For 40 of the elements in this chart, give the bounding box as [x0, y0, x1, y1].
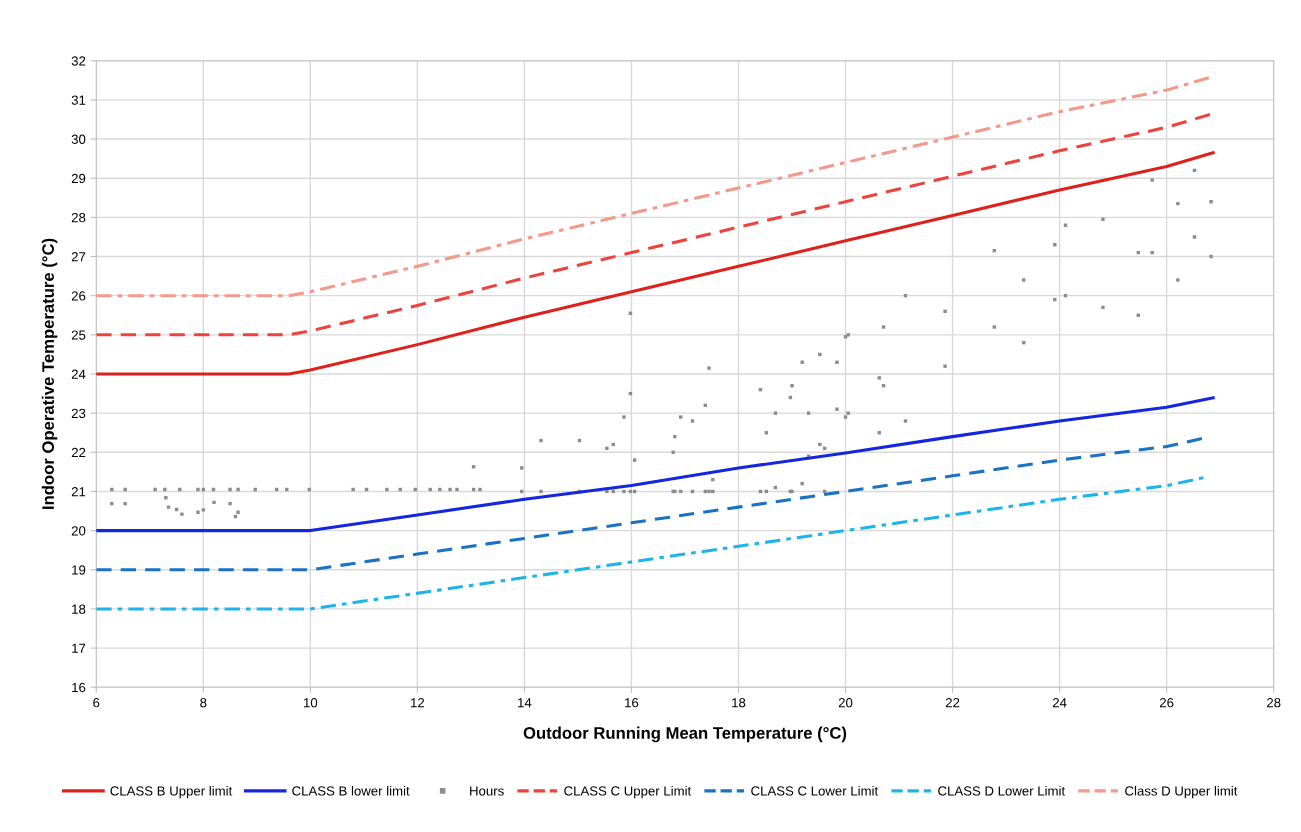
y-tick-label: 29 [71, 173, 86, 184]
y-tick-label: 27 [71, 252, 86, 262]
y-tick-label: 25 [71, 330, 86, 340]
y-tick-label: 17 [72, 643, 86, 653]
legend-label: CLASS C Upper Limit [564, 785, 692, 799]
x-tick-label: 10 [304, 698, 318, 708]
line-series [96, 396, 1215, 533]
y-tick-label: 31 [71, 95, 86, 105]
x-tick-label: 24 [1052, 698, 1067, 708]
y-axis-title: Indoor Operative Temperature (°C) [41, 238, 58, 509]
legend-label: CLASS B lower limit [292, 785, 410, 796]
y-tick-label: 28 [71, 212, 86, 223]
y-tick-label: 30 [71, 134, 86, 144]
x-tick-label: 14 [518, 698, 532, 708]
y-tick-label: 24 [71, 369, 86, 379]
legend-label: CLASS D Lower Limit [938, 785, 1066, 796]
x-tick-label: 26 [1159, 698, 1174, 708]
y-tick-label: 20 [71, 526, 86, 536]
x-tick-label: 8 [200, 698, 207, 708]
x-tick-label: 16 [625, 698, 639, 708]
x-tick-label: 20 [838, 698, 853, 708]
legend-label: CLASS B Upper limit [110, 785, 233, 799]
legend-label: Hours [470, 786, 504, 796]
x-axis-title: Outdoor Running Mean Temperature (°C) [523, 726, 847, 743]
y-tick-label: 19 [72, 565, 86, 575]
x-tick-label: 22 [945, 698, 960, 708]
x-tick-label: 18 [732, 698, 746, 708]
y-tick-label: 21 [71, 487, 86, 497]
x-tick-label: 12 [411, 698, 425, 708]
x-tick-label: 28 [1267, 698, 1281, 708]
y-tick-label: 26 [71, 291, 86, 301]
y-tick-label: 23 [71, 408, 86, 419]
y-tick-label: 22 [71, 447, 86, 458]
legend-label: CLASS C Lower Limit [751, 785, 879, 796]
y-tick-label: 32 [71, 56, 86, 66]
x-tick-label: 6 [93, 698, 100, 708]
line-series [96, 151, 1215, 376]
legend-label: Class D Upper limit [1125, 785, 1238, 799]
y-tick-label: 18 [72, 604, 86, 614]
y-tick-label: 16 [72, 682, 86, 693]
